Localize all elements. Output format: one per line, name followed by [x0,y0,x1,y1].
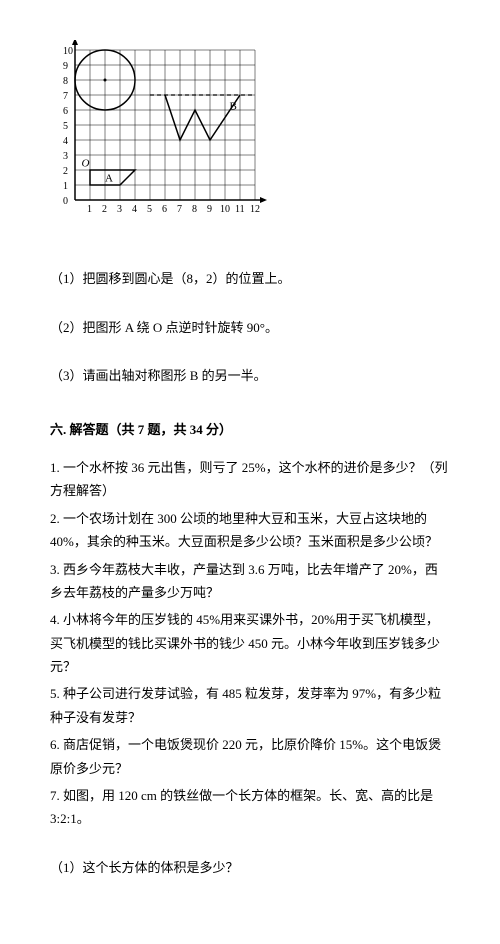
graph-svg: 012345678910123456789101112AOB [50,40,270,230]
question-1: 1. 一个水杯按 36 元出售，则亏了 25%，这个水杯的进价是多少？（列方程解… [50,456,450,503]
question-2: 2. 一个农场计划在 300 公顷的地里种大豆和玉米，大豆占这块地的 40%，其… [50,507,450,554]
svg-text:9: 9 [63,61,68,72]
svg-text:10: 10 [63,46,73,57]
svg-text:6: 6 [162,204,167,215]
svg-text:2: 2 [102,204,107,215]
instruction-2: （2）把图形 A 绕 O 点逆时针旋转 90°。 [50,316,450,339]
instruction-3: （3）请画出轴对称图形 B 的另一半。 [50,364,450,387]
svg-text:10: 10 [220,204,230,215]
question-4: 4. 小林将今年的压岁钱的 45%用来买课外书，20%用于买飞机模型，买飞机模型… [50,608,450,678]
svg-text:5: 5 [63,121,68,132]
svg-text:8: 8 [192,204,197,215]
svg-text:A: A [105,173,113,185]
svg-text:0: 0 [63,196,68,207]
svg-text:6: 6 [63,106,68,117]
question-7-sub-1: （1）这个长方体的体积是多少？ [50,856,450,879]
section-6-header: 六. 解答题（共 7 题，共 34 分） [50,418,450,441]
svg-text:O: O [82,158,90,170]
svg-text:7: 7 [63,91,68,102]
svg-text:5: 5 [147,204,152,215]
svg-text:9: 9 [207,204,212,215]
svg-text:3: 3 [63,151,68,162]
svg-text:11: 11 [235,204,245,215]
svg-text:7: 7 [177,204,182,215]
svg-text:12: 12 [250,204,260,215]
svg-text:4: 4 [63,136,68,147]
question-7: 7. 如图，用 120 cm 的铁丝做一个长方体的框架。长、宽、高的比是 3:2… [50,784,450,831]
svg-text:1: 1 [63,181,68,192]
instruction-1: （1）把圆移到圆心是（8，2）的位置上。 [50,267,450,290]
svg-text:B: B [230,101,237,113]
svg-text:2: 2 [63,166,68,177]
svg-text:3: 3 [117,204,122,215]
question-3: 3. 西乡今年荔枝大丰收，产量达到 3.6 万吨，比去年增产了 20%，西乡去年… [50,558,450,605]
question-5: 5. 种子公司进行发芽试验，有 485 粒发芽，发芽率为 97%，有多少粒种子没… [50,682,450,729]
question-6: 6. 商店促销，一个电饭煲现价 220 元，比原价降价 15%。这个电饭煲原价多… [50,733,450,780]
svg-text:8: 8 [63,76,68,87]
coordinate-graph: 012345678910123456789101112AOB [50,40,450,237]
svg-text:1: 1 [87,204,92,215]
svg-text:4: 4 [132,204,137,215]
